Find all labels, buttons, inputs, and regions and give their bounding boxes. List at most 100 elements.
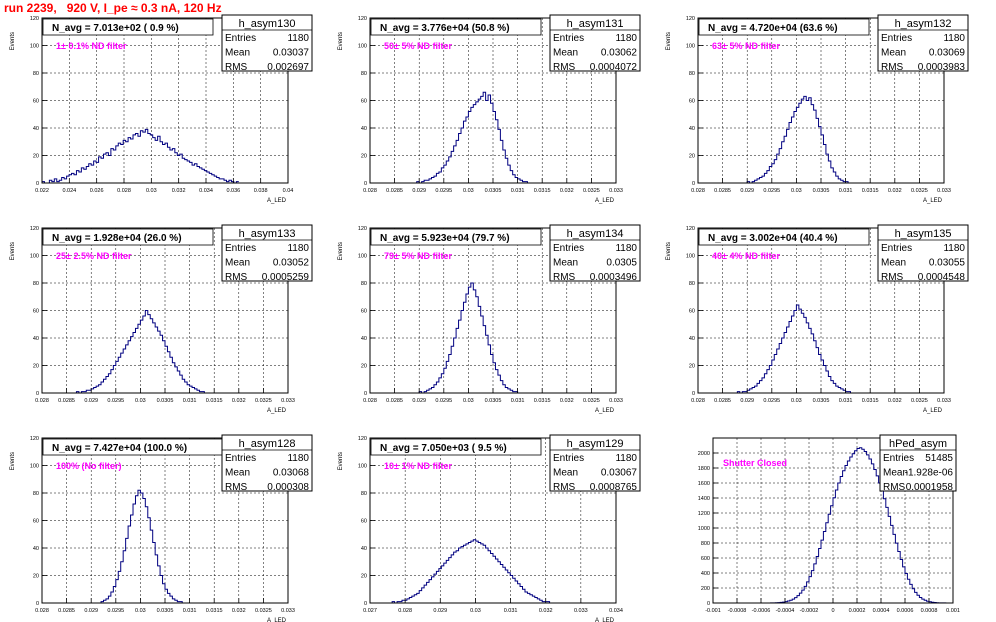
y-tick-label: 80 xyxy=(689,71,695,77)
y-tick-label: 60 xyxy=(361,519,367,525)
navg-label: N_avg = 7.050e+03 ( 9.5 %) xyxy=(380,443,507,454)
stat-label: Mean xyxy=(881,258,906,269)
x-tick-label: 0.032 xyxy=(232,398,246,404)
histogram-panel-h_asym131: 0.028 0.0285 0.029 0.0295 0.03 0.0305 0.031 0.0… xyxy=(338,14,641,204)
stat-value: 0.03069 xyxy=(929,48,966,59)
stat-label: Entries xyxy=(225,243,256,254)
stat-label: Mean xyxy=(553,258,578,269)
x-tick-label: 0.0305 xyxy=(485,188,502,194)
x-tick-label: 0.0004 xyxy=(873,608,890,614)
stat-value: 0.0004072 xyxy=(590,62,638,73)
x-tick-label: 0.029 xyxy=(84,398,98,404)
x-tick-label: 0.0305 xyxy=(157,608,174,614)
y-tick-label: 20 xyxy=(361,574,367,580)
x-tick-label: 0.038 xyxy=(254,188,268,194)
y-tick-label: 20 xyxy=(33,574,39,580)
x-tick-label: 0.0325 xyxy=(583,188,600,194)
filter-annotation: Shutter Closed xyxy=(723,458,787,468)
stat-value: 1180 xyxy=(615,453,637,464)
x-tick-label: 0.024 xyxy=(62,188,76,194)
stat-value: 0.03067 xyxy=(601,468,638,479)
x-tick-label: 0.0315 xyxy=(534,188,551,194)
y-axis-title: Events xyxy=(666,242,672,260)
y-tick-label: 20 xyxy=(33,154,39,160)
x-tick-label: 0.0305 xyxy=(813,398,830,404)
stat-value: 0.0008765 xyxy=(590,482,638,493)
y-tick-label: 80 xyxy=(361,491,367,497)
histogram-panel-h_asym134: 0.028 0.0285 0.029 0.0295 0.03 0.0305 0.031 0.0… xyxy=(338,224,641,414)
y-tick-label: 120 xyxy=(30,226,39,232)
x-axis-title: A_LED xyxy=(923,408,943,414)
y-tick-label: 60 xyxy=(689,309,695,315)
stats-box xyxy=(879,434,957,492)
y-tick-label: 60 xyxy=(361,99,367,105)
histogram-panel-h_asym132: 0.028 0.0285 0.029 0.0295 0.03 0.0305 0.031 0.0… xyxy=(666,14,969,204)
x-tick-label: -0.0008 xyxy=(728,608,747,614)
stat-label: RMS xyxy=(225,482,248,493)
y-axis-title: Events xyxy=(338,452,344,470)
y-tick-label: 80 xyxy=(33,281,39,287)
y-tick-label: 40 xyxy=(689,126,695,132)
stats-box xyxy=(221,224,313,282)
y-tick-label: 0 xyxy=(36,601,39,607)
x-tick-label: 0.0285 xyxy=(58,398,75,404)
navg-label: N_avg = 4.720e+04 (63.6 %) xyxy=(708,23,838,34)
histogram-name: h_asym130 xyxy=(239,18,296,30)
y-tick-label: 120 xyxy=(686,16,695,22)
stat-value: 0.002697 xyxy=(267,62,309,73)
y-tick-label: 1600 xyxy=(698,481,710,487)
x-tick-label: 0.032 xyxy=(232,608,246,614)
filter-annotation: 79± 5% ND filter xyxy=(384,251,452,261)
x-tick-label: 0.033 xyxy=(609,188,623,194)
y-tick-label: 1200 xyxy=(698,511,710,517)
y-tick-label: 40 xyxy=(33,546,39,552)
y-tick-label: 800 xyxy=(701,541,710,547)
x-tick-label: 0.029 xyxy=(433,608,447,614)
x-axis-title: A_LED xyxy=(595,618,615,622)
x-axis-title: A_LED xyxy=(595,408,615,414)
stat-value: 1180 xyxy=(287,243,309,254)
stat-value: 0.0001958 xyxy=(906,482,954,493)
stat-value: 0.03055 xyxy=(929,258,966,269)
stats-box xyxy=(221,14,313,72)
y-tick-label: 60 xyxy=(689,99,695,105)
stat-label: RMS xyxy=(881,272,904,283)
y-tick-label: 2000 xyxy=(698,451,710,457)
stat-value: 0.0003496 xyxy=(590,272,638,283)
x-tick-label: 0.029 xyxy=(740,188,754,194)
stat-label: RMS xyxy=(553,272,576,283)
y-axis-title: Events xyxy=(338,242,344,260)
stat-value: 0.03062 xyxy=(601,48,638,59)
x-tick-label: 0.0295 xyxy=(763,398,780,404)
stat-label: Mean xyxy=(553,468,578,479)
y-axis-title: Events xyxy=(10,242,16,260)
x-tick-label: 0.032 xyxy=(560,398,574,404)
y-tick-label: 40 xyxy=(689,336,695,342)
x-tick-label: 0.03 xyxy=(146,188,157,194)
y-axis-title: Events xyxy=(10,32,16,50)
navg-label: N_avg = 5.923e+04 (79.7 %) xyxy=(380,233,510,244)
stat-label: Entries xyxy=(225,33,256,44)
stat-label: Mean xyxy=(881,48,906,59)
x-tick-label: 0.033 xyxy=(281,608,295,614)
x-tick-label: 0.036 xyxy=(226,188,240,194)
x-tick-label: 0.028 xyxy=(35,398,49,404)
x-tick-label: 0.03 xyxy=(791,188,802,194)
stat-label: Mean xyxy=(553,48,578,59)
y-tick-label: 0 xyxy=(364,601,367,607)
stats-box xyxy=(549,14,641,72)
x-tick-label: 0 xyxy=(831,608,834,614)
x-tick-label: 0.031 xyxy=(839,188,853,194)
x-tick-label: 0.03 xyxy=(791,398,802,404)
y-tick-label: 1400 xyxy=(698,496,710,502)
x-tick-label: -0.0002 xyxy=(800,608,819,614)
x-tick-label: 0.034 xyxy=(609,608,623,614)
y-tick-label: 60 xyxy=(33,309,39,315)
stat-label: RMS xyxy=(225,272,248,283)
x-tick-label: 0.0295 xyxy=(763,188,780,194)
histogram-name: h_asym129 xyxy=(567,438,624,450)
histogram-panel-h_asym133: 0.028 0.0285 0.029 0.0295 0.03 0.0305 0.031 0.0… xyxy=(10,224,313,414)
y-tick-label: 20 xyxy=(689,154,695,160)
x-tick-label: 0.028 xyxy=(363,398,377,404)
